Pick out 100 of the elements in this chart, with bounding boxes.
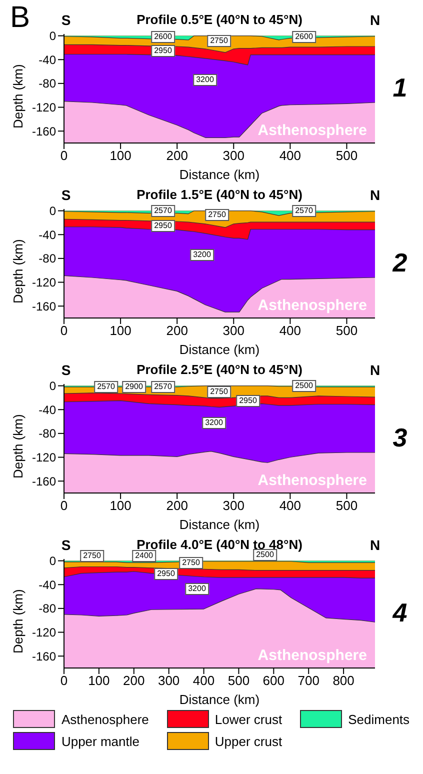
annotation: 2900 [122, 381, 146, 393]
x-tick-label: 0 [60, 498, 68, 514]
y-tick-label: -160 [32, 299, 56, 314]
x-tick-label: 200 [166, 323, 188, 338]
chart-title: Profile 0.5°E (40°N to 45°N) [136, 12, 302, 27]
y-tick-label: -80 [38, 602, 56, 616]
x-tick-label: 800 [332, 673, 354, 688]
annotation: 3200 [202, 417, 226, 429]
annotation: 2600 [292, 31, 316, 43]
annotation: 2570 [151, 205, 175, 217]
x-tick-label: 400 [192, 673, 215, 688]
x-tick-label: 500 [336, 498, 358, 514]
text: N [370, 12, 380, 28]
y-tick-label: -80 [38, 426, 56, 441]
y-tick-label: 0 [49, 554, 56, 568]
annotation: 2570 [292, 205, 316, 217]
chart-title: Profile 1.5°E (40°N to 45°N) [136, 187, 302, 202]
x-tick-label: 200 [166, 148, 188, 164]
annotation: 2950 [151, 45, 175, 57]
text: N [370, 187, 380, 203]
band-label: Asthenosphere [258, 297, 367, 314]
y-tick-label: -160 [32, 124, 56, 138]
y-tick-label: -80 [38, 76, 56, 91]
y-axis-title: Depth (km) [10, 414, 26, 478]
text: Asthenosphere [61, 712, 149, 726]
y-tick-label: 0 [49, 204, 56, 218]
text: N [370, 537, 380, 553]
y-tick-label: 0 [49, 379, 56, 394]
annotation: 2750 [205, 209, 229, 221]
x-tick-label: 500 [228, 673, 250, 688]
legend-label: Upper mantle [61, 734, 140, 748]
annotation: 2570 [151, 381, 175, 393]
x-tick-label: 100 [110, 323, 132, 338]
x-tick-label: 700 [298, 673, 320, 688]
y-tick-label: -120 [32, 276, 56, 290]
y-tick-label: -80 [38, 252, 56, 266]
annotation: 2750 [207, 386, 231, 398]
annotation: 3200 [193, 74, 217, 86]
y-tick-label: -120 [32, 450, 56, 465]
chart-title: Profile 2.5°E (40°N to 45°N) [136, 362, 302, 377]
y-tick-label: -40 [38, 52, 56, 67]
legend-label: Lower crust [214, 712, 282, 726]
y-tick-label: -160 [32, 474, 56, 488]
x-tick-label: 200 [123, 673, 145, 688]
annotation: 2400 [132, 550, 156, 562]
y-tick-label: -40 [38, 402, 56, 417]
band-label: Asthenosphere [258, 122, 367, 139]
x-tick-label: 100 [110, 498, 132, 514]
annotation: 3200 [185, 583, 209, 595]
y-tick-label: -40 [38, 228, 56, 242]
text: S [61, 362, 71, 378]
y-tick-label: -40 [38, 578, 56, 592]
y-axis-title: Depth (km) [10, 64, 26, 128]
annotation: 2750 [80, 550, 104, 562]
x-axis-title: Distance (km) [179, 517, 260, 532]
y-tick-label: -120 [32, 626, 56, 640]
x-tick-label: 0 [60, 148, 68, 164]
band-label: Asthenosphere [258, 472, 367, 489]
x-tick-label: 600 [262, 673, 285, 688]
x-tick-label: 300 [222, 323, 244, 338]
text: 1 [392, 72, 408, 104]
annotation: 2950 [154, 568, 178, 580]
annotation: 2500 [253, 549, 277, 561]
text: S [61, 187, 71, 203]
text: S [61, 537, 71, 553]
legend-label: Sediments [348, 712, 410, 726]
annotation: 2950 [236, 395, 260, 407]
text: N [370, 362, 380, 378]
x-tick-label: 500 [336, 148, 358, 164]
x-tick-label: 100 [110, 148, 132, 164]
legend-label: Upper crust [214, 734, 282, 748]
text: 3 [392, 422, 408, 454]
y-axis-title: Depth (km) [10, 589, 26, 654]
x-tick-label: 300 [158, 673, 180, 688]
y-axis-title: Depth (km) [10, 239, 26, 304]
y-tick-label: -120 [32, 100, 56, 115]
x-tick-label: 300 [222, 498, 244, 514]
text: 4 [392, 598, 408, 628]
x-tick-label: 400 [279, 323, 302, 338]
chart-title: Profile 4.0°E (40°N to 48°N) [136, 537, 302, 552]
text: 2 [392, 248, 408, 278]
annotation: 2500 [292, 380, 316, 392]
band-label: Asthenosphere [258, 647, 367, 664]
x-axis-title: Distance (km) [179, 692, 260, 707]
text: B [10, 1, 30, 35]
annotation: 3200 [190, 249, 214, 261]
x-tick-label: 100 [88, 673, 110, 688]
x-tick-label: 400 [279, 148, 302, 164]
x-tick-label: 500 [336, 323, 358, 338]
annotation: 2600 [151, 31, 175, 43]
x-tick-label: 400 [279, 498, 302, 514]
annotation: 2950 [151, 220, 175, 232]
y-tick-label: 0 [49, 29, 56, 44]
y-tick-label: -160 [32, 649, 56, 664]
x-tick-label: 200 [166, 498, 188, 514]
annotation: 2570 [94, 381, 118, 393]
text: S [61, 12, 71, 28]
x-tick-label: 0 [60, 323, 68, 338]
x-axis-title: Distance (km) [179, 167, 260, 182]
x-tick-label: 300 [222, 148, 244, 164]
